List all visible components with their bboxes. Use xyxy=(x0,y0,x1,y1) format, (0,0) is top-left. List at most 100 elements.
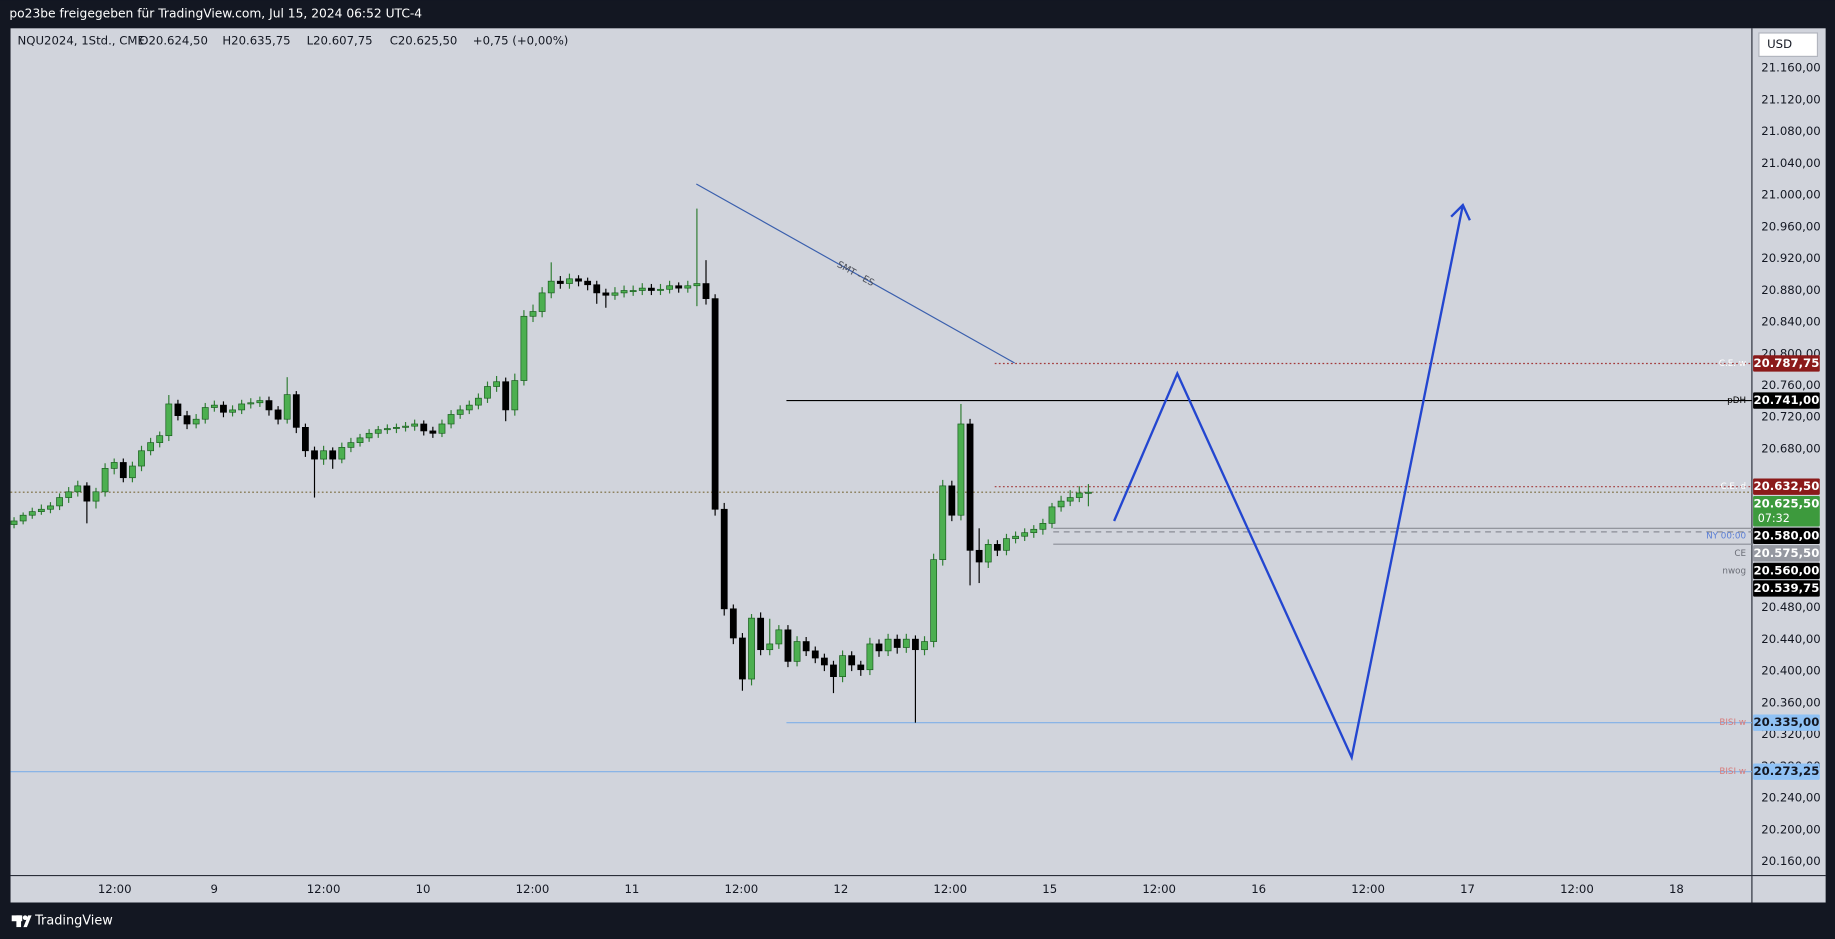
candle-body xyxy=(647,287,655,291)
candle-body xyxy=(820,657,828,666)
candle-body xyxy=(857,664,865,671)
candle-body xyxy=(365,432,373,439)
share-header: po23be freigegeben für TradingView.com, … xyxy=(9,7,422,21)
y-tick-label: 21.000,00 xyxy=(1761,188,1820,202)
candle-body xyxy=(802,641,810,652)
levels-layer xyxy=(10,362,1752,773)
price-axis xyxy=(1751,28,1826,876)
price-tag-label: 20.273,25 xyxy=(1754,764,1820,778)
candle-body xyxy=(766,643,774,651)
candle-body xyxy=(902,638,910,648)
candle-body xyxy=(866,643,874,671)
logo-slash xyxy=(23,915,32,928)
x-tick-label: 12:00 xyxy=(1351,882,1385,896)
y-tick-label: 21.120,00 xyxy=(1761,92,1820,106)
x-tick-label: 12:00 xyxy=(1142,882,1176,896)
candle-body xyxy=(620,290,628,294)
candle-body xyxy=(383,428,391,431)
candle-body xyxy=(256,400,264,404)
y-tick-label: 20.680,00 xyxy=(1761,441,1820,455)
price-tag xyxy=(1753,527,1820,544)
candle-body xyxy=(302,427,309,452)
price-tag-label: 20.632,50 xyxy=(1754,479,1820,493)
candle-body xyxy=(156,435,164,443)
candle-body xyxy=(1003,538,1010,551)
candle-body xyxy=(739,637,746,680)
y-tick-label: 20.720,00 xyxy=(1761,410,1820,424)
candle-body xyxy=(602,292,610,296)
candle-body xyxy=(547,280,555,294)
candle-body xyxy=(265,400,273,411)
candle-body xyxy=(556,280,564,284)
price-tag xyxy=(1753,562,1820,580)
level-name: pDH xyxy=(1727,396,1746,406)
candle-body xyxy=(693,283,701,287)
candle-body xyxy=(183,415,191,425)
candle-body xyxy=(729,608,737,639)
price-tag xyxy=(1753,355,1820,372)
candle-body xyxy=(283,394,291,420)
candle-body xyxy=(675,285,683,289)
candle-body xyxy=(1066,497,1074,502)
candle-body xyxy=(830,664,837,678)
currency-label[interactable]: USD xyxy=(1767,37,1792,51)
candle-body xyxy=(611,292,619,296)
candle-body xyxy=(711,298,719,510)
y-tick-label: 21.080,00 xyxy=(1761,124,1820,138)
x-tick-label: 18 xyxy=(1669,882,1684,896)
candle-body xyxy=(629,290,637,293)
footer-brand: TradingView xyxy=(34,914,113,929)
candle-body xyxy=(511,380,519,411)
candle-body xyxy=(347,442,355,448)
candle-body xyxy=(584,280,592,286)
candle-body xyxy=(192,418,200,425)
candle-body xyxy=(720,508,728,610)
candle-body xyxy=(921,641,928,651)
candle-body xyxy=(429,430,437,434)
x-tick-label: 12:00 xyxy=(725,882,759,896)
candle-body xyxy=(893,638,901,648)
candle-body xyxy=(566,278,573,284)
price-tag-label: 20.741,00 xyxy=(1754,393,1820,407)
smt-trendline xyxy=(696,183,1015,364)
x-tick-label: 16 xyxy=(1251,882,1266,896)
candle-body xyxy=(875,643,883,652)
candle-body xyxy=(329,450,337,460)
candle-body xyxy=(1030,528,1038,534)
symbol-label: NQU2024, 1Std., CME xyxy=(18,34,145,48)
logo-dot xyxy=(22,915,28,921)
currency-button[interactable] xyxy=(1758,32,1819,57)
price-tags: 20.787,75 C.E. w 20.741,00 pDH 20.632,50 C.E.… xyxy=(1706,355,1820,780)
candle-body xyxy=(147,442,155,452)
candle-body xyxy=(456,409,464,415)
x-tick-label: 10 xyxy=(416,882,431,896)
candle-body xyxy=(975,549,983,563)
level-name: BISI w xyxy=(1719,767,1746,777)
legend-value: L20.607,75 xyxy=(307,34,373,48)
x-tick-label: 17 xyxy=(1460,882,1475,896)
candle-body xyxy=(684,285,692,289)
candle-body xyxy=(939,485,947,560)
level-name: NY 00:00 xyxy=(1706,531,1746,541)
candle-body xyxy=(884,638,892,652)
candle-body xyxy=(1057,500,1065,508)
candle-body xyxy=(74,485,82,493)
level-name: C.E. d xyxy=(1720,482,1746,492)
candle-body xyxy=(238,403,246,411)
candle-body xyxy=(811,650,819,659)
countdown-label: 07:32 xyxy=(1758,512,1790,525)
candle-body xyxy=(65,491,73,498)
candle-body xyxy=(138,450,145,467)
candle-body xyxy=(484,386,491,399)
level-name: BISI w xyxy=(1719,718,1746,728)
candle-body xyxy=(1021,532,1029,537)
price-tag xyxy=(1753,580,1820,597)
legend-value: H20.635,75 xyxy=(222,34,290,48)
candle-body xyxy=(438,423,446,434)
x-tick-label: 15 xyxy=(1042,882,1057,896)
candle-body xyxy=(210,404,218,408)
x-tick-label: 12:00 xyxy=(1560,882,1594,896)
candle-body xyxy=(957,423,965,516)
plot-area xyxy=(10,28,1752,876)
candles-layer xyxy=(10,208,1092,723)
